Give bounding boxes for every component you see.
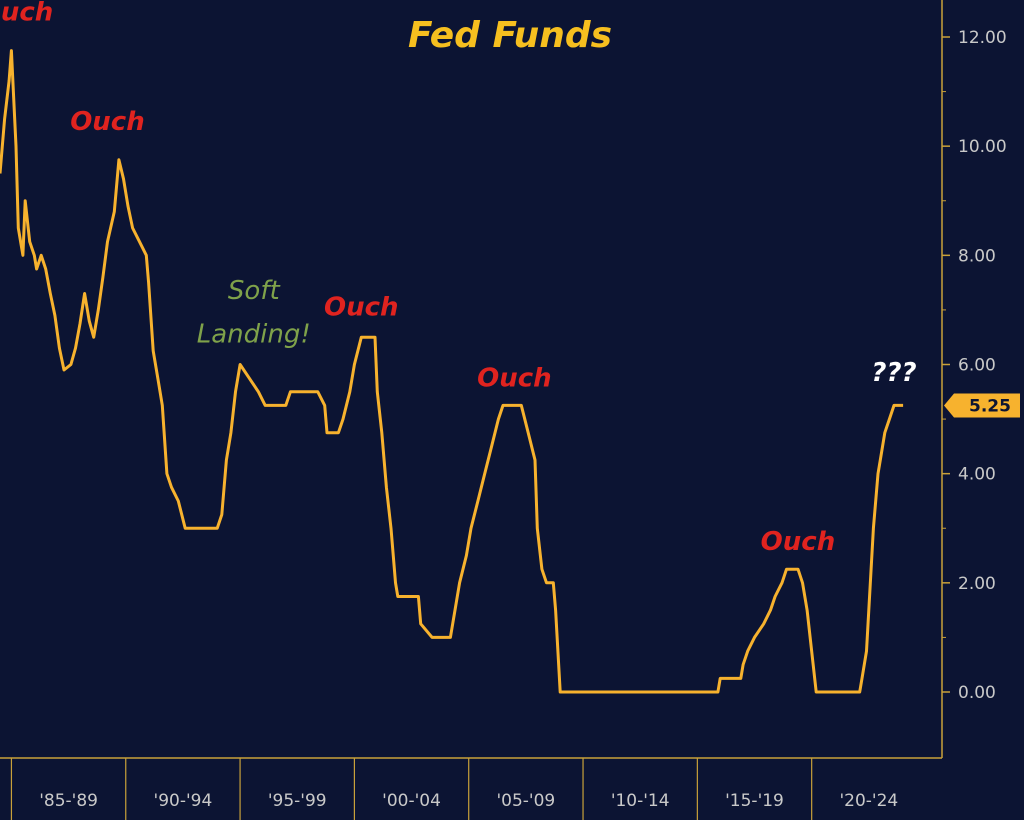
x-tick-label: '10-'14 <box>611 791 670 811</box>
y-tick-label: 6.00 <box>958 356 996 376</box>
x-tick-label: '90-'94 <box>154 791 213 811</box>
fed-funds-line <box>0 49 904 694</box>
x-tick-label: '85-'89 <box>39 791 98 811</box>
x-axis-separators <box>10 758 813 820</box>
ouch-annotation: Ouch <box>761 527 836 557</box>
x-axis-ticks: '85-'89 '90-'94 '95-'99 '00-'04 '05-'09 '10-'… <box>39 791 898 811</box>
x-tick-label: '15-'19 <box>725 791 784 811</box>
ouch-annotation: Ouch <box>70 107 145 137</box>
y-tick-label: 2.00 <box>958 574 996 594</box>
last-value-label: 5.25 <box>969 396 1011 416</box>
ouch-annotation: Ouch <box>0 0 53 28</box>
last-value-badge <box>944 393 1020 418</box>
y-tick-label: 12.00 <box>958 28 1007 48</box>
y-axis-ticks: 12.00 10.00 8.00 6.00 4.00 2.00 0.00 <box>942 28 1007 703</box>
ouch-annotation: Ouch <box>324 292 399 322</box>
question-annotation: ??? <box>871 358 916 388</box>
x-tick-label: '05-'09 <box>496 791 555 811</box>
y-tick-label: 0.00 <box>958 683 996 703</box>
chart-title: Fed Funds <box>408 15 612 56</box>
y-tick-label: 4.00 <box>958 465 996 485</box>
x-tick-label: '95-'99 <box>268 791 327 811</box>
x-tick-label: '00-'04 <box>382 791 441 811</box>
soft-landing-annotation: Soft <box>228 276 281 306</box>
y-tick-label: 10.00 <box>958 137 1007 157</box>
x-tick-label: '20-'24 <box>839 791 898 811</box>
y-tick-label: 8.00 <box>958 246 996 266</box>
ouch-annotation: Ouch <box>477 363 552 393</box>
last-value-marker: 5.25 <box>944 393 1020 418</box>
soft-landing-annotation: Landing! <box>197 320 311 350</box>
annotations: Ouch Ouch Soft Landing! Ouch Ouch Ouch??? <box>0 0 917 557</box>
